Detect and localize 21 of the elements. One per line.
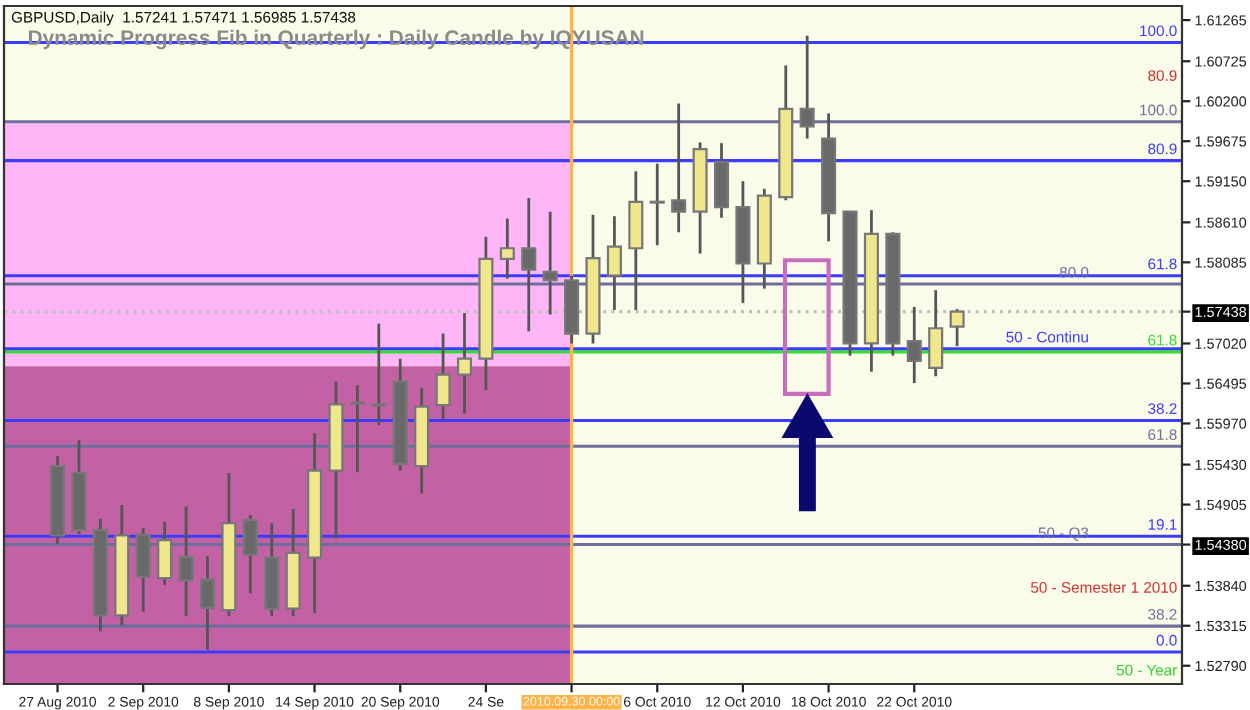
- candlestick: [456, 311, 473, 415]
- candlestick: [671, 102, 687, 234]
- candlestick: [949, 307, 965, 348]
- candlestick: [649, 162, 665, 247]
- candlestick: [157, 520, 173, 587]
- candlestick: [542, 210, 558, 316]
- candlestick: [242, 513, 258, 595]
- candlestick: [349, 383, 365, 474]
- candlestick: [713, 141, 730, 220]
- candlestick: [199, 554, 216, 652]
- candlestick: [371, 322, 387, 427]
- candlestick: [499, 217, 515, 281]
- candlestick: [928, 288, 944, 378]
- candlestick: [521, 196, 537, 333]
- candlestick: [799, 34, 815, 140]
- candlestick: [435, 332, 451, 422]
- candlestick: [178, 505, 194, 618]
- candlestick: [606, 214, 622, 312]
- candlestick: [628, 169, 644, 312]
- candlestick: [135, 526, 151, 614]
- candlestick: [906, 305, 922, 385]
